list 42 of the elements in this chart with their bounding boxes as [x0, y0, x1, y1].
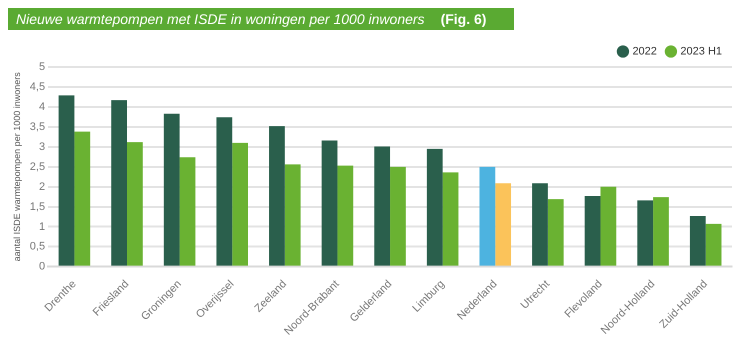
- y-tick-label: 2: [38, 180, 46, 193]
- bar: [269, 126, 285, 266]
- bar: [479, 166, 496, 266]
- bar: [74, 132, 90, 266]
- legend-label: 2022: [632, 46, 657, 58]
- y-tick-label: 4,5: [30, 80, 46, 93]
- chart-title: Nieuwe warmtepompen met ISDE in woningen per 1000 inwoners: [16, 11, 425, 27]
- bar: [374, 146, 390, 266]
- bar: [532, 183, 548, 266]
- y-tick-label: 0: [38, 260, 46, 273]
- bar: [584, 196, 600, 266]
- bar: [495, 183, 512, 266]
- y-tick-label: 3: [38, 140, 46, 153]
- y-tick-label: 1,5: [30, 200, 46, 213]
- bar: [180, 157, 196, 266]
- bar: [111, 100, 128, 266]
- bar: [127, 142, 143, 266]
- bar: [322, 140, 338, 266]
- bar: [637, 200, 654, 266]
- legend-label: 2023 H1: [680, 46, 722, 58]
- bar: [58, 95, 74, 266]
- bar: [442, 172, 458, 266]
- bar: [164, 114, 180, 266]
- y-tick-label: 3,5: [30, 120, 46, 133]
- y-tick-label: 5: [38, 61, 46, 74]
- bar: [690, 216, 706, 266]
- bar: [426, 148, 443, 266]
- y-tick-label: 0,5: [30, 240, 46, 253]
- bar: [653, 197, 669, 266]
- y-tick-label: 2,5: [30, 160, 46, 173]
- y-tick-label: 1: [38, 220, 46, 233]
- bar: [548, 199, 564, 266]
- bar: [284, 164, 301, 266]
- y-axis-title: aantal ISDE warmtepompen per 1000 inwoners: [12, 72, 22, 262]
- bar: [390, 166, 406, 266]
- bar: [706, 224, 722, 266]
- bar: [216, 117, 232, 266]
- bar: [232, 142, 248, 266]
- text: (Fig. 6): [440, 11, 486, 27]
- bar: [600, 186, 616, 266]
- bar: [337, 166, 354, 266]
- y-tick-label: 4: [38, 100, 46, 113]
